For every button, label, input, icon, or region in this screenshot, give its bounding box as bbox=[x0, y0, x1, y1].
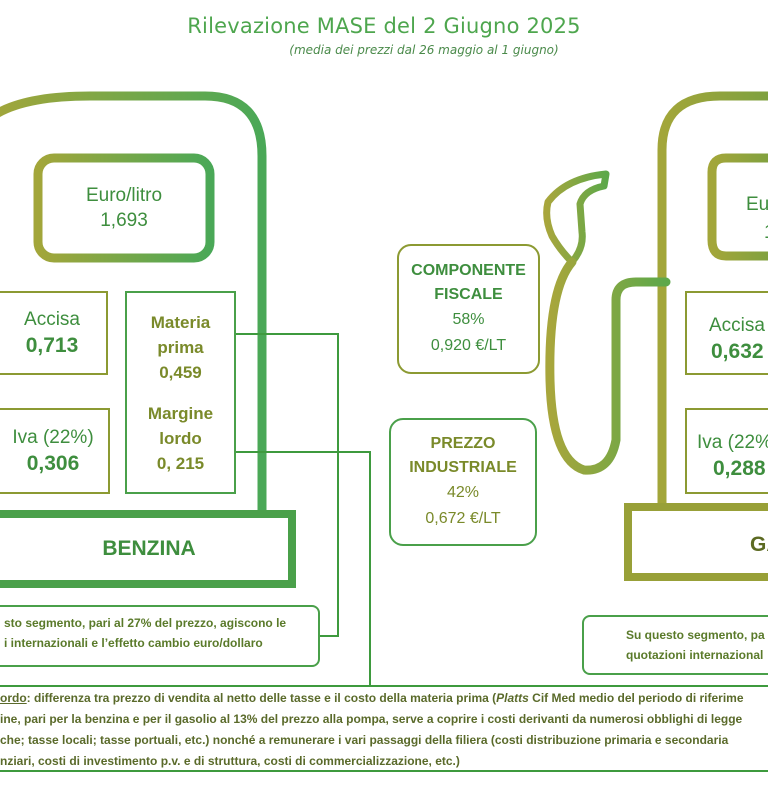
footnote-term: ordo bbox=[0, 691, 27, 705]
gasolio-name: GA bbox=[750, 533, 768, 556]
gasolio-accisa-box: Accisa 0,632 bbox=[685, 291, 768, 375]
benzina-price-value: 1,693 bbox=[100, 210, 148, 231]
gasolio-price-display: Eur 1 bbox=[746, 192, 768, 245]
benzina-price-display: Euro/litro 1,693 bbox=[50, 168, 198, 248]
gasolio-price-label: Eur bbox=[746, 194, 768, 215]
industriale-euro: 0,672 €/LT bbox=[425, 510, 501, 527]
gasolio-note-line-1: Su questo segmento, pa bbox=[626, 628, 765, 642]
benzina-base: BENZINA bbox=[0, 510, 296, 588]
gasolio-iva-label: Iva (22% bbox=[697, 432, 768, 453]
footnote: ordo: differenza tra prezzo di vendita a… bbox=[0, 688, 768, 770]
benzina-accisa-box: Accisa 0,713 bbox=[0, 291, 108, 375]
margine-label-2: lordo bbox=[159, 428, 202, 448]
footnote-line-1: ordo: differenza tra prezzo di vendita a… bbox=[0, 688, 768, 709]
componente-fiscale-box: COMPONENTE FISCALE 58% 0,920 €/LT bbox=[397, 244, 540, 374]
benzina-note-box: sto segmento, pari al 27% del prezzo, ag… bbox=[0, 605, 320, 667]
benzina-name: BENZINA bbox=[102, 537, 196, 560]
footnote-line-2: ine, pari per la benzina e per il gasoli… bbox=[0, 712, 743, 726]
margine-connector-line bbox=[235, 451, 371, 686]
benzina-pump-outline bbox=[0, 91, 267, 512]
gasolio-price-value: 1 bbox=[746, 220, 768, 245]
footnote-line-1-b: Cif Med medio del periodo di riferime bbox=[528, 691, 744, 705]
industriale-title-2: INDUSTRIALE bbox=[409, 459, 517, 476]
footnote-line-4: nziari, costi di investimento p.v. e di … bbox=[0, 754, 460, 768]
margine-value: 0, 215 bbox=[156, 453, 205, 473]
benzina-iva-box: Iva (22%) 0,306 bbox=[0, 408, 110, 494]
benzina-iva-label: Iva (22%) bbox=[12, 426, 94, 448]
gasolio-iva-value: 0,288 bbox=[713, 457, 766, 480]
benzina-note-line-1: sto segmento, pari al 27% del prezzo, ag… bbox=[4, 616, 287, 630]
gasolio-pump-outline bbox=[657, 91, 768, 505]
fiscale-percent: 58% bbox=[452, 311, 485, 328]
benzina-iva-value: 0,306 bbox=[26, 451, 80, 475]
benzina-note-line-2: i internazionali e l’effetto cambio euro… bbox=[4, 636, 263, 650]
benzina-industriale-box: Materia prima 0,459 Margine lordo 0, 215 bbox=[125, 291, 236, 494]
materia-value: 0,459 bbox=[159, 362, 202, 382]
gasolio-base: GA bbox=[624, 503, 768, 581]
materia-label-2: prima bbox=[157, 337, 204, 357]
hose-icon bbox=[545, 257, 671, 475]
gasolio-note-box: Su questo segmento, pa quotazioni intern… bbox=[582, 615, 768, 675]
gasolio-iva-box: Iva (22% 0,288 bbox=[685, 408, 768, 494]
page-subtitle: (media dei prezzi dal 26 maggio al 1 giu… bbox=[289, 43, 559, 57]
gasolio-note-line-2: quotazioni internazional bbox=[626, 648, 764, 662]
benzina-accisa-value: 0,713 bbox=[25, 333, 79, 357]
margine-label-1: Margine bbox=[147, 403, 214, 423]
footnote-line-3: che; tasse locali; tasse portuali, etc.)… bbox=[0, 733, 729, 747]
gasolio-accisa-value: 0,632 bbox=[711, 340, 764, 363]
benzina-price-label: Euro/litro bbox=[85, 185, 163, 206]
benzina-display-frame bbox=[33, 153, 215, 263]
gasolio-accisa-label: Accisa bbox=[709, 315, 765, 336]
nozzle-icon bbox=[543, 170, 610, 266]
materia-label-1: Materia bbox=[150, 312, 211, 332]
fiscale-euro: 0,920 €/LT bbox=[430, 337, 507, 354]
industriale-title-1: PREZZO bbox=[430, 435, 496, 452]
fiscale-title-2: FISCALE bbox=[434, 286, 503, 303]
benzina-accisa-label: Accisa bbox=[24, 308, 80, 330]
prezzo-industriale-box: PREZZO INDUSTRIALE 42% 0,672 €/LT bbox=[389, 418, 537, 546]
materia-connector-line bbox=[235, 333, 339, 637]
footnote-platts: Platts bbox=[496, 691, 529, 705]
footnote-line-1-a: : differenza tra prezzo di vendita al ne… bbox=[26, 691, 497, 705]
page-title: Rilevazione MASE del 2 Giugno 2025 bbox=[187, 14, 581, 38]
industriale-percent: 42% bbox=[446, 484, 480, 501]
fiscale-title-1: COMPONENTE bbox=[411, 262, 526, 279]
gasolio-display-frame bbox=[707, 153, 768, 261]
